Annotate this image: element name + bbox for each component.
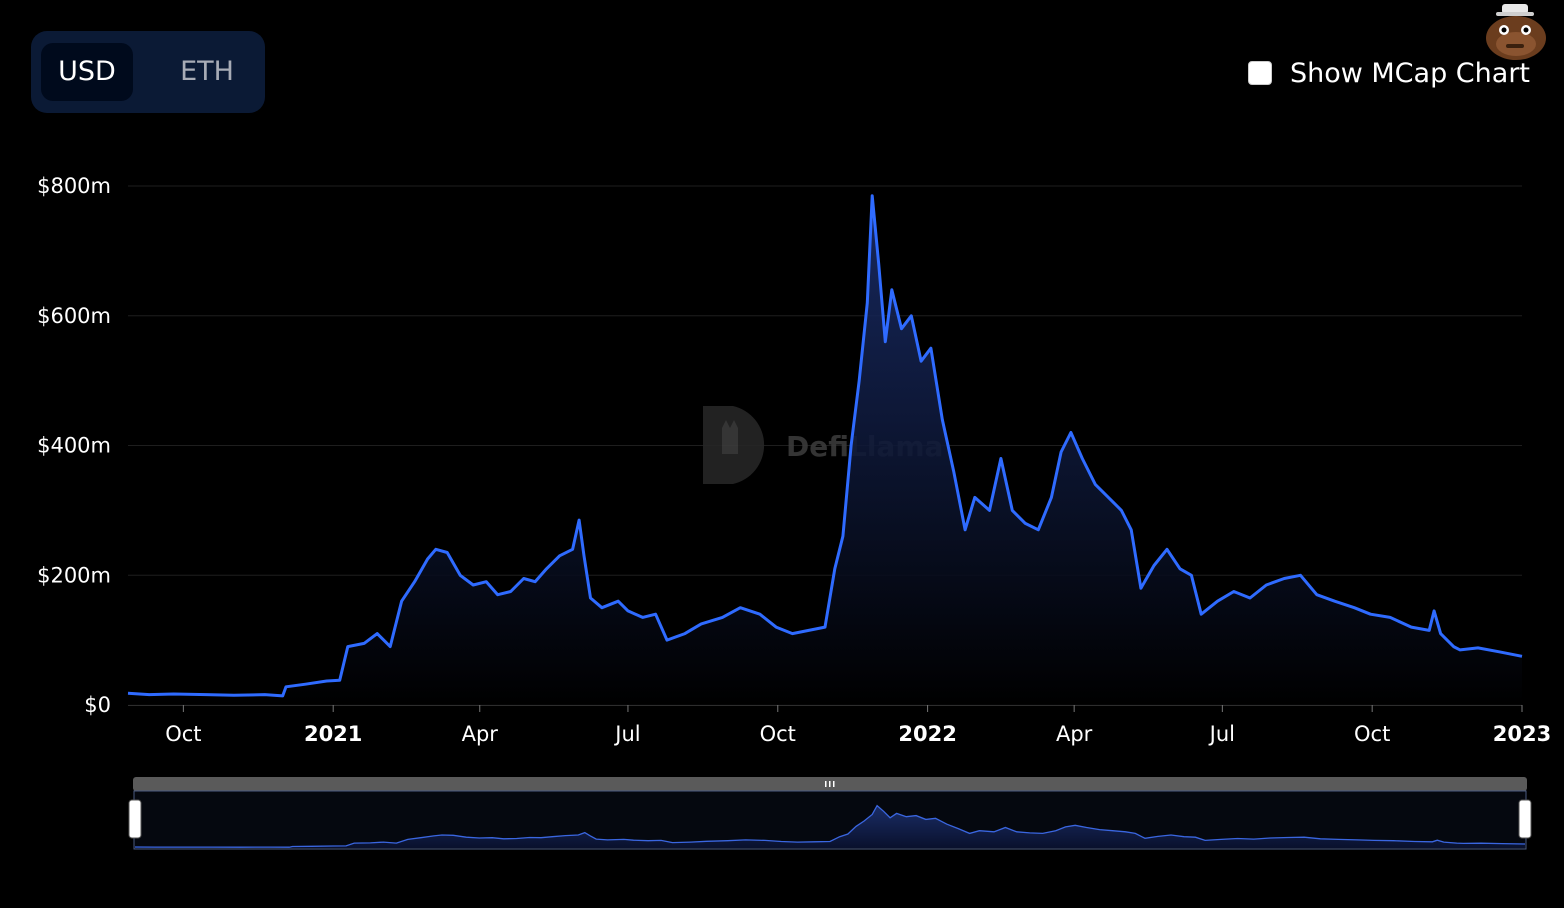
x-tick-label: Jul	[1208, 722, 1235, 746]
x-tick-label: 2023	[1493, 722, 1551, 746]
y-tick-label: $400m	[37, 434, 111, 458]
x-tick-label: Oct	[760, 722, 796, 746]
mini-chart-line	[134, 804, 1526, 848]
mini-chart-area	[135, 805, 1525, 848]
show-mcap-chart-control[interactable]: Show MCap Chart	[1247, 56, 1530, 90]
mcap-checkbox[interactable]	[1247, 61, 1272, 85]
range-slider	[128, 777, 1532, 850]
eth-toggle-button[interactable]: ETH	[180, 56, 234, 87]
slider-handle-right[interactable]	[1518, 799, 1532, 839]
x-tick-label: Apr	[1056, 722, 1093, 746]
x-tick-label: 2022	[898, 722, 956, 746]
y-axis: $0 $200m $400m $600m $800m	[37, 174, 111, 717]
slider-handle-left[interactable]	[128, 799, 142, 839]
x-axis: Oct 2021 Apr Jul Oct 2022 Apr Jul Oct 2023	[165, 705, 1551, 746]
x-tick-label: Oct	[1354, 722, 1390, 746]
llama-mascot-icon	[1486, 4, 1546, 60]
mcap-checkbox-label: Show MCap Chart	[1289, 57, 1530, 89]
y-tick-label: $600m	[37, 304, 111, 328]
y-tick-label: $800m	[37, 174, 111, 198]
x-tick-label: Jul	[613, 722, 640, 746]
tvl-area	[128, 195, 1522, 705]
x-tick-label: 2021	[304, 722, 362, 746]
tvl-line	[127, 194, 1523, 698]
y-tick-label: $200m	[37, 563, 111, 587]
slider-grip-icon[interactable]	[825, 781, 835, 787]
currency-toggle: USD ETH	[31, 31, 265, 113]
y-tick-label: $0	[84, 693, 111, 717]
usd-toggle-button[interactable]: USD	[41, 43, 133, 101]
x-tick-label: Apr	[462, 722, 499, 746]
x-tick-label: Oct	[165, 722, 201, 746]
